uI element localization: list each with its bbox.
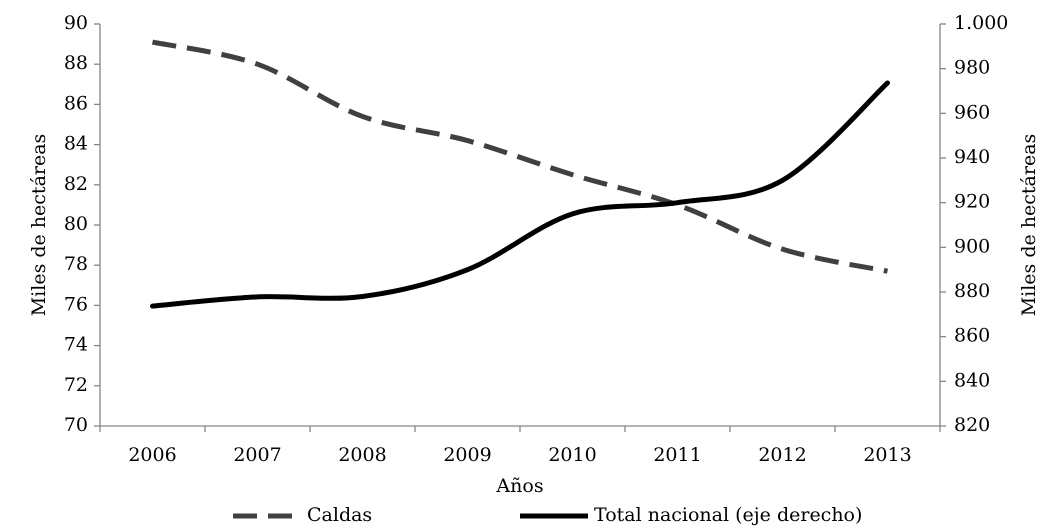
y2-tick-label: 920 (954, 191, 990, 213)
line-series (150, 80, 890, 309)
y2-tick-label: 880 (954, 280, 990, 302)
y2-tick-label: 960 (954, 101, 990, 123)
y2-tick-label: 820 (954, 414, 990, 436)
x-tick-label: 2011 (653, 444, 701, 466)
y-tick-label: 72 (64, 374, 88, 396)
y2-tick-label: 900 (954, 235, 990, 257)
x-tick-label: 2010 (548, 444, 596, 466)
x-axis-label: Años (495, 475, 543, 497)
x-tick-label: 2009 (443, 444, 491, 466)
y-tick-label: 74 (64, 334, 88, 356)
y-tick-label: 82 (64, 173, 88, 195)
y2-tick-label: 1.000 (954, 12, 1008, 34)
y-tick-label: 88 (64, 52, 88, 74)
y2-tick-label: 980 (954, 57, 990, 79)
y-tick-label: 70 (64, 414, 88, 436)
x-tick-label: 2012 (758, 444, 806, 466)
legend-label: Caldas (307, 504, 372, 526)
y-tick-label: 80 (64, 213, 88, 235)
x-tick-label: 2008 (338, 444, 386, 466)
x-tick-label: 2013 (863, 444, 911, 466)
y-axis-label: Miles de hectáreas (28, 134, 50, 317)
x-tick-label: 2006 (128, 444, 176, 466)
y-tick-label: 78 (64, 253, 88, 275)
y2-tick-label: 840 (954, 369, 990, 391)
y-tick-label: 84 (64, 133, 88, 155)
y2-tick-label: 860 (954, 325, 990, 347)
y2-axis-label: Miles de hectáreas (1018, 134, 1040, 317)
y-tick-label: 90 (64, 12, 88, 34)
x-tick-label: 2007 (233, 444, 281, 466)
y2-tick-label: 940 (954, 146, 990, 168)
y-tick-label: 86 (64, 92, 88, 114)
y-tick-label: 76 (64, 293, 88, 315)
line-series (151, 39, 889, 274)
legend-label: Total nacional (eje derecho) (594, 504, 862, 526)
